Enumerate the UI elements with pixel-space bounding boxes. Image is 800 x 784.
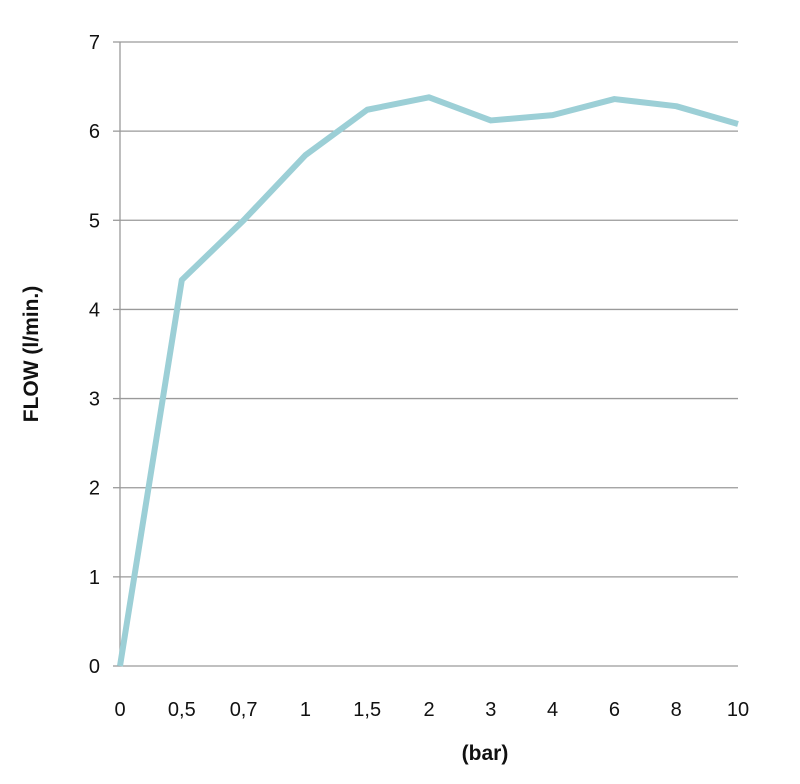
y-tick-label: 4 bbox=[89, 299, 100, 321]
y-tick-label: 6 bbox=[89, 121, 100, 143]
x-tick-label: 0 bbox=[114, 699, 125, 721]
x-tick-label: 0,5 bbox=[168, 699, 196, 721]
y-axis-label: FLOW (l/min.) bbox=[20, 286, 43, 422]
x-tick-label: 1 bbox=[300, 699, 311, 721]
y-tick-label: 7 bbox=[89, 32, 100, 54]
y-tick-label: 2 bbox=[89, 478, 100, 500]
x-tick-label: 8 bbox=[671, 699, 682, 721]
y-tick-label: 3 bbox=[89, 389, 100, 411]
x-tick-label: 0,7 bbox=[230, 699, 258, 721]
x-tick-label: 1,5 bbox=[353, 699, 381, 721]
series-line bbox=[120, 97, 738, 666]
x-axis-label: (bar) bbox=[462, 742, 509, 765]
x-tick-label: 10 bbox=[727, 699, 749, 721]
x-tick-label: 2 bbox=[423, 699, 434, 721]
y-tick-label: 1 bbox=[89, 567, 100, 589]
x-tick-label: 3 bbox=[485, 699, 496, 721]
y-tick-label: 5 bbox=[89, 210, 100, 232]
y-tick-label: 0 bbox=[89, 656, 100, 678]
x-tick-label: 4 bbox=[547, 699, 558, 721]
x-tick-label: 6 bbox=[609, 699, 620, 721]
